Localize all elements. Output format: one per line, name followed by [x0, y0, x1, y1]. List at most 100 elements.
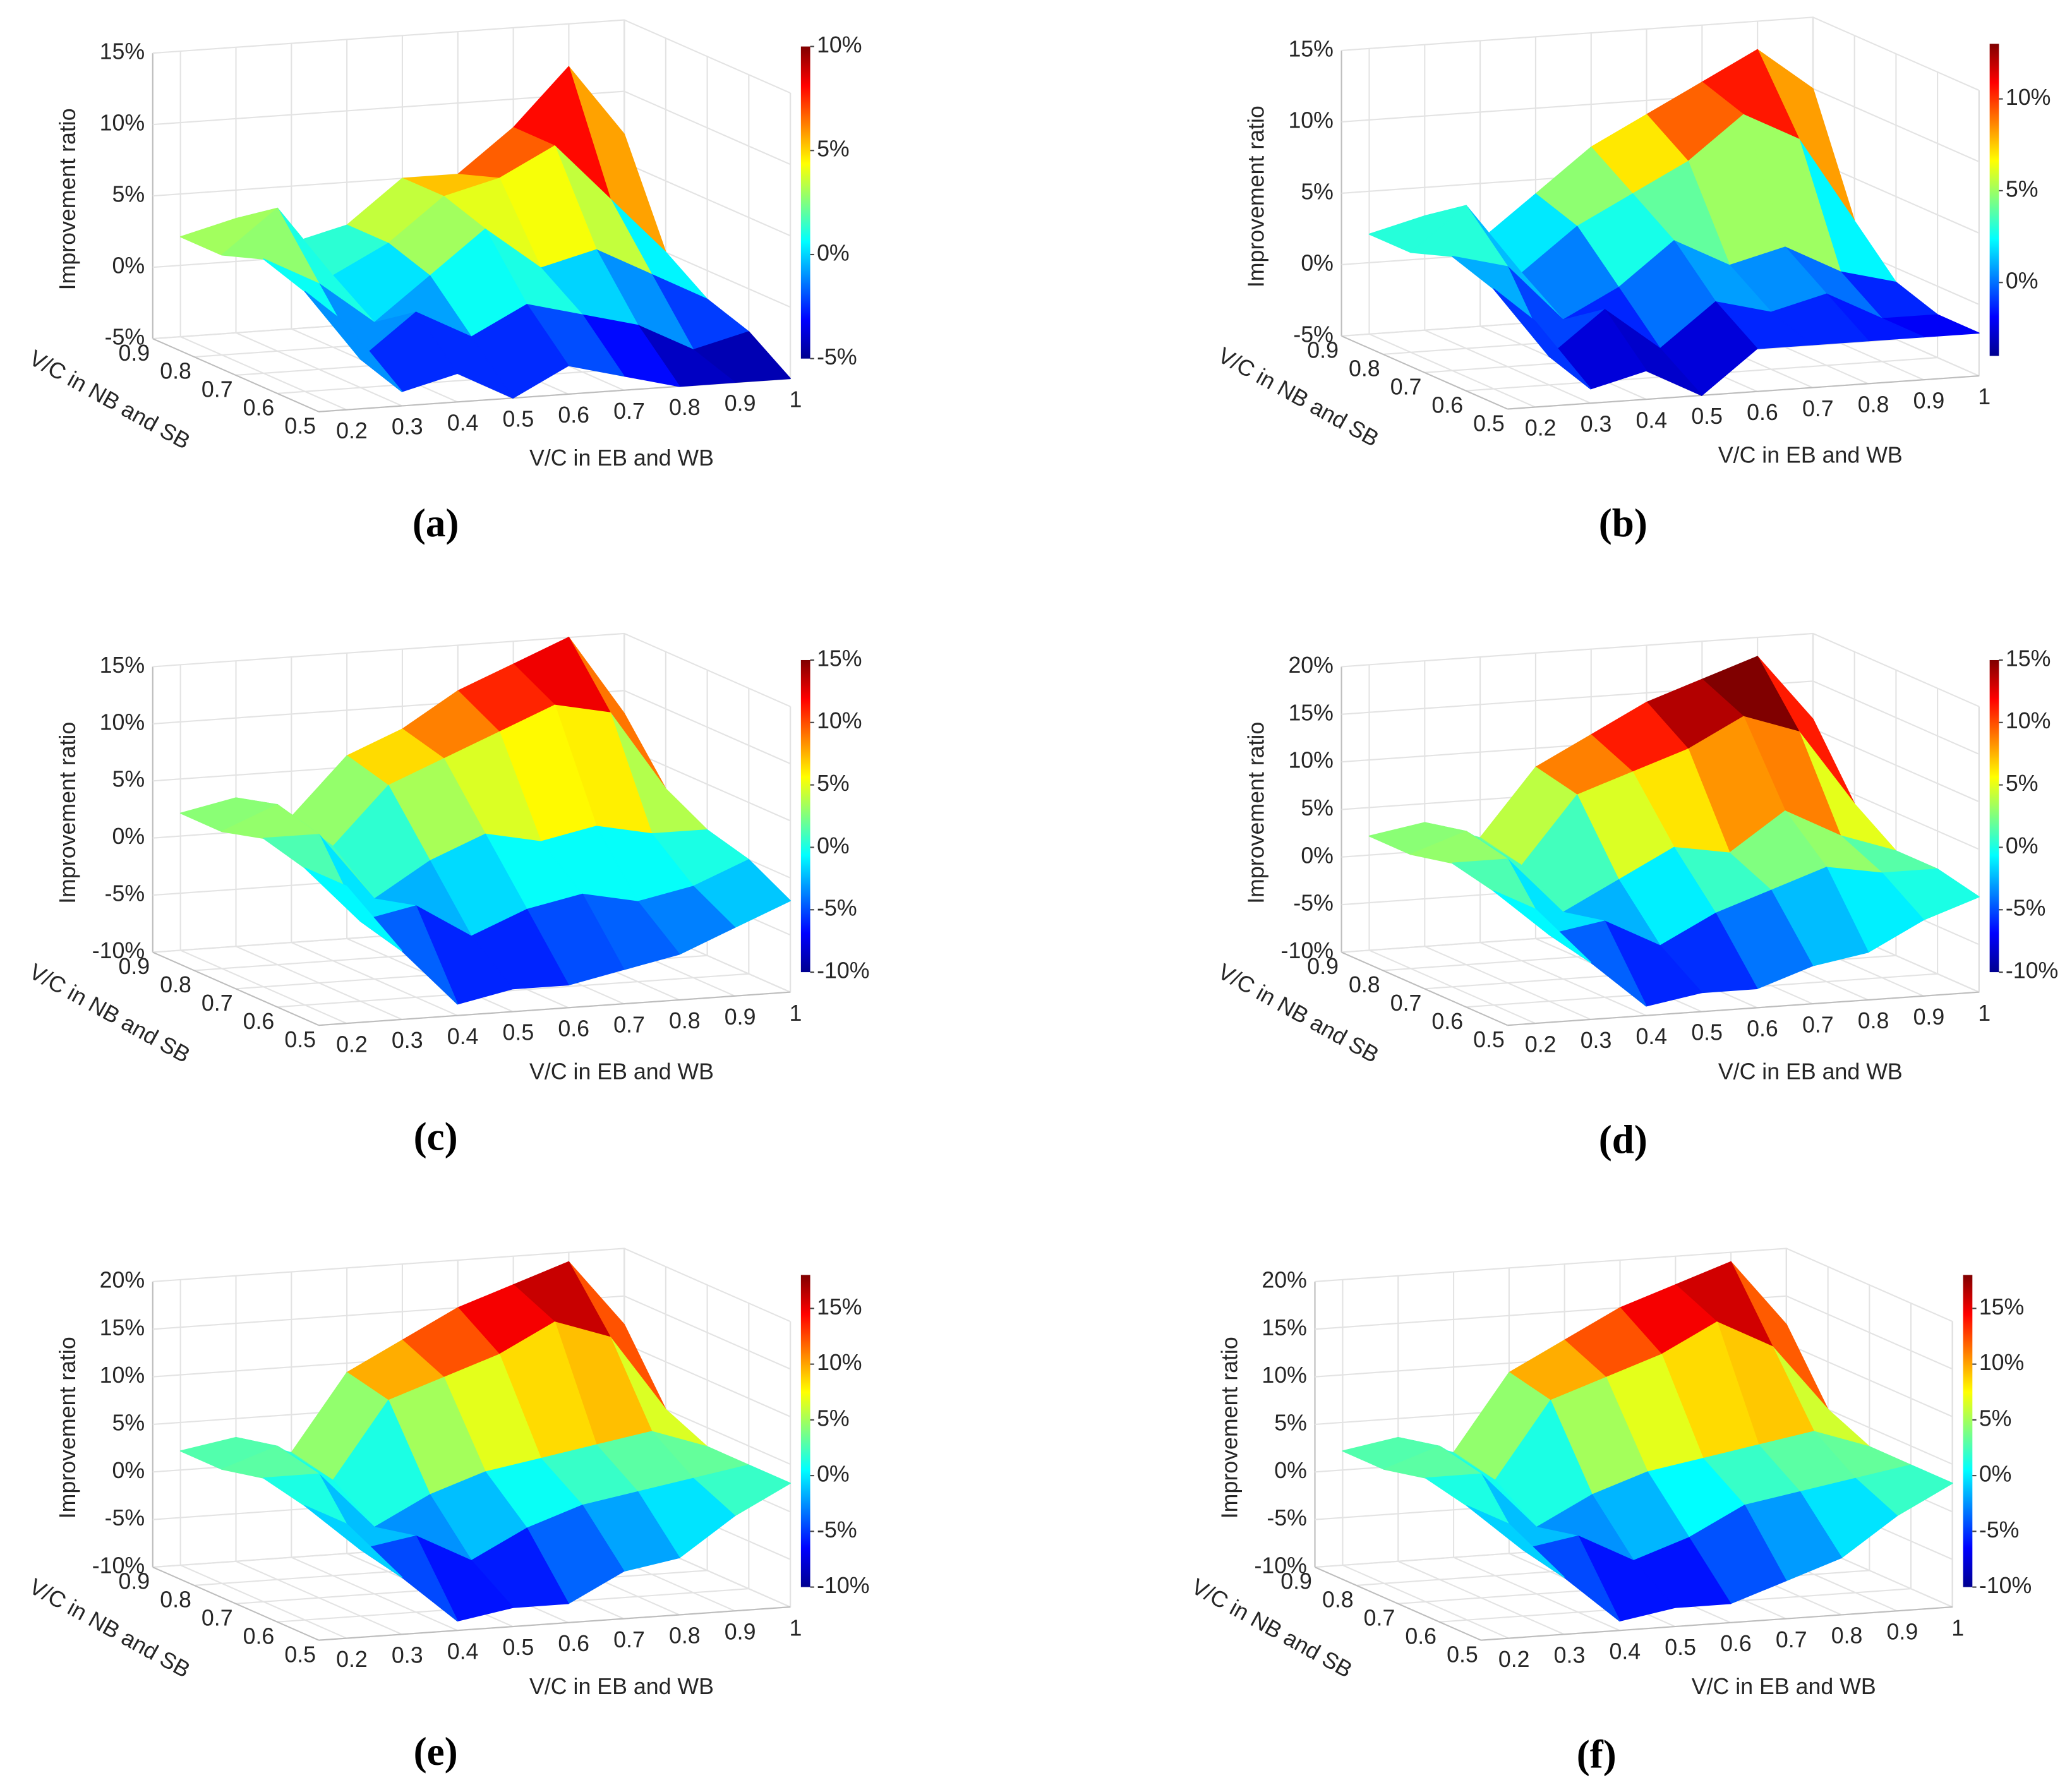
y-tick-label: 0.6 — [1405, 1623, 1437, 1649]
z-tick-label: 0% — [1301, 250, 1334, 275]
y-tick-label: 0.9 — [119, 954, 150, 979]
z-tick-label: 15% — [1288, 36, 1334, 61]
colorbar-tick-label: 0% — [2006, 833, 2039, 858]
x-tick-label: 0.3 — [392, 414, 423, 440]
z-tick-label: 20% — [100, 1267, 145, 1292]
x-tick-label: 0.3 — [392, 1028, 423, 1053]
x-tick-label: 0.9 — [725, 391, 756, 416]
y-tick-label: 0.7 — [202, 990, 233, 1016]
x-tick-label: 0.3 — [1581, 411, 1612, 436]
z-tick-label: 10% — [100, 709, 145, 735]
colorbar-tick-label: 15% — [1979, 1294, 2025, 1320]
surface-patch — [1466, 1505, 1565, 1578]
x-tick-label: 0.8 — [1858, 1008, 1889, 1033]
colorbar-tick-label: 10% — [2006, 85, 2051, 110]
panel-label: (b) — [1599, 501, 1647, 545]
panel: -10%-5%0%5%10%15%20%0.2 0.3 0.4 0.5 0.6 0.7 0.… — [25, 1248, 869, 1774]
surface-patch — [1493, 288, 1591, 390]
x-tick-label: 0.6 — [558, 1631, 589, 1656]
colorbar-tick-label: 15% — [817, 646, 862, 671]
y-tick-label: 0.9 — [1307, 954, 1339, 979]
z-axis-label: Improvement ratio — [55, 1337, 80, 1518]
x-tick-label: 0.2 — [336, 1647, 368, 1672]
y-grid-line — [1466, 72, 1939, 392]
x-tick-label: 0.5 — [503, 406, 534, 431]
colorbar-tick-label: 5% — [817, 136, 850, 162]
z-tick-label: -10% — [1255, 1553, 1307, 1578]
x-tick-label: 0.6 — [1747, 1016, 1778, 1042]
colorbar-tick-label: 0% — [1979, 1462, 2012, 1487]
x-tick-label: 0.9 — [725, 1004, 756, 1030]
colorbar-tick-label: 5% — [817, 1405, 850, 1431]
x-tick-label: 0.4 — [447, 1639, 479, 1664]
x-tick-label: 0.2 — [336, 418, 368, 443]
colorbar-tick-label: 5% — [1979, 1405, 2012, 1431]
y-tick-label: 0.5 — [1473, 411, 1505, 436]
colorbar-tick-label: 0% — [2006, 268, 2039, 294]
colorbar-tick-label: 0% — [817, 240, 850, 265]
x-tick-label: 0.8 — [669, 1008, 701, 1033]
surface-patch — [304, 867, 403, 952]
colorbar-tick-label: 10% — [817, 32, 862, 57]
surface-patch — [1493, 890, 1591, 963]
y-tick-label: 0.5 — [1447, 1642, 1478, 1667]
floor-edge — [318, 1606, 791, 1641]
colorbar — [800, 659, 810, 973]
y-tick-label: 0.5 — [1473, 1027, 1505, 1052]
colorbar-tick-label: -5% — [817, 896, 857, 921]
y-tick-label: 0.5 — [284, 413, 316, 438]
x-tick-label: 0.5 — [1691, 1020, 1723, 1045]
z-tick-label: -5% — [1293, 322, 1334, 347]
z-axis-label: Improvement ratio — [1244, 722, 1269, 904]
x-tick-label: 0.4 — [447, 1024, 479, 1049]
z-axis-label: Improvement ratio — [1244, 105, 1269, 287]
y-tick-label: 0.7 — [1390, 374, 1422, 399]
z-tick-label: 20% — [1262, 1267, 1307, 1292]
z-grid-line — [152, 19, 791, 94]
colorbar — [1989, 44, 1999, 356]
x-axis-label: V/C in EB and WB — [1692, 1674, 1876, 1699]
colorbar — [1963, 1275, 1973, 1587]
z-tick-label: -5% — [105, 881, 145, 906]
colorbar-tick-label: 10% — [817, 708, 862, 733]
colorbar-tick-label: 0% — [817, 833, 850, 858]
x-tick-label: 0.2 — [1498, 1647, 1530, 1672]
z-tick-label: -5% — [105, 1505, 145, 1530]
y-tick-label: 0.8 — [1349, 356, 1380, 382]
x-tick-label: 0.5 — [1665, 1635, 1696, 1660]
z-tick-label: 20% — [1288, 652, 1334, 678]
x-axis-label: V/C in EB and WB — [1718, 443, 1903, 468]
z-tick-label: -5% — [1267, 1505, 1307, 1530]
floor-edge — [1507, 991, 1979, 1026]
y-tick-label: 0.7 — [202, 1606, 233, 1631]
colorbar-tick-label: 15% — [2006, 646, 2051, 671]
floor-edge — [1341, 951, 1508, 1026]
floor-edge — [1341, 335, 1508, 410]
floor-edge — [1507, 375, 1979, 410]
x-tick-label: 0.8 — [669, 1623, 701, 1649]
colorbar-tick-label: -10% — [817, 958, 869, 983]
y-tick-label: 0.7 — [202, 377, 233, 402]
x-tick-label: 0.8 — [669, 395, 701, 420]
panel-label: (e) — [414, 1729, 458, 1774]
y-grid-line — [277, 1303, 750, 1623]
y-tick-label: 0.8 — [1322, 1587, 1354, 1613]
z-tick-label: 10% — [100, 111, 145, 136]
x-tick-label: 1 — [789, 387, 802, 412]
colorbar-tick-label: -5% — [817, 344, 857, 370]
floor-edge — [1315, 1566, 1481, 1641]
z-tick-label: 0% — [112, 253, 145, 279]
y-grid-line — [1397, 1285, 1870, 1604]
y-grid-line — [1466, 688, 1939, 1008]
x-tick-label: 0.7 — [1802, 396, 1834, 421]
y-tick-label: 0.7 — [1390, 990, 1422, 1016]
y-tick-label: 0.8 — [1349, 972, 1380, 997]
x-tick-label: 0.7 — [613, 1627, 645, 1652]
surface-patch — [304, 291, 403, 392]
y-grid-line — [236, 1285, 708, 1604]
y-tick-label: 0.6 — [1431, 392, 1463, 418]
y-tick-label: 0.8 — [160, 359, 191, 384]
z-tick-label: 5% — [112, 182, 145, 207]
z-tick-label: 15% — [100, 39, 145, 64]
